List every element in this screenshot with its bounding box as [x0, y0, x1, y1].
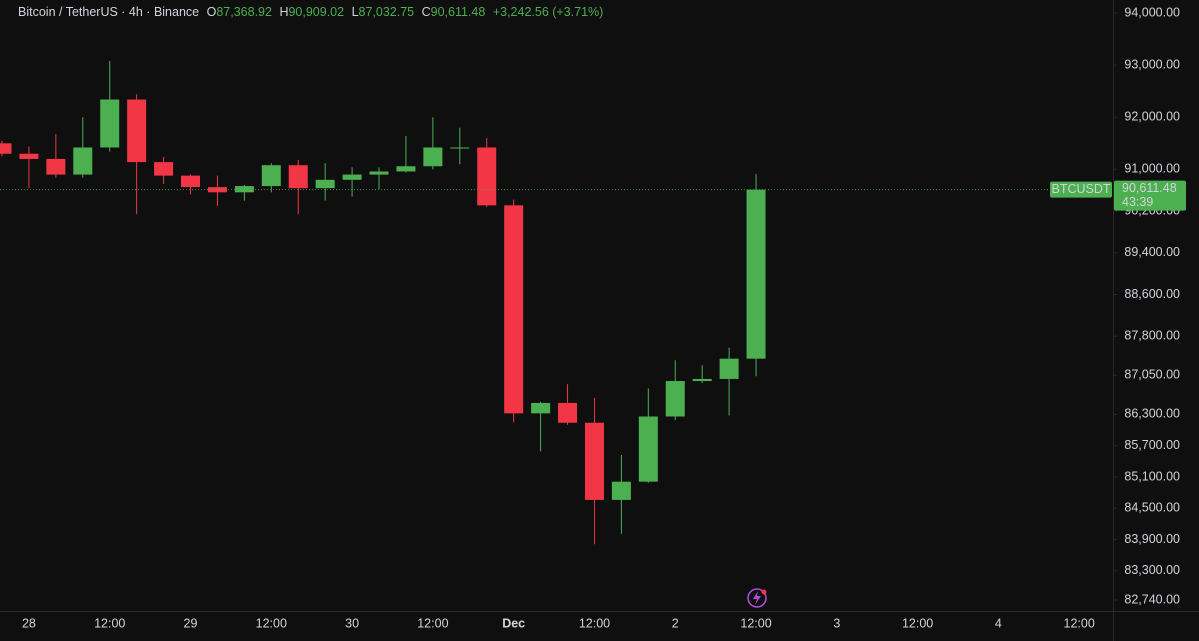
legend-label: H	[279, 5, 288, 19]
candle-body	[477, 147, 497, 206]
legend-change: +3,242.56 (+3.71%)	[493, 5, 604, 19]
x-tick-label: Dec	[502, 616, 525, 630]
symbol-tag-text: BTCUSDT	[1051, 182, 1110, 196]
lightning-icon[interactable]	[747, 588, 767, 608]
y-tick-label: 87,800.00	[1124, 329, 1180, 343]
candle-body	[531, 402, 551, 414]
y-tick-label: 84,500.00	[1124, 501, 1180, 515]
candle-body	[154, 162, 174, 176]
candle-body	[100, 99, 120, 148]
x-tick-label: 30	[345, 616, 359, 630]
candle-body	[181, 175, 201, 188]
y-tick-label: 85,100.00	[1124, 469, 1180, 483]
candle-body	[611, 481, 631, 500]
legend-value: 90,611.48	[431, 5, 486, 19]
x-tick-label: 12:00	[417, 616, 448, 630]
legend-label: O	[207, 5, 217, 19]
y-tick-label: 88,600.00	[1124, 287, 1180, 301]
y-tick-label: 83,300.00	[1124, 563, 1180, 577]
x-tick-label: 28	[22, 616, 36, 630]
candle-body	[423, 147, 443, 167]
candle-body	[288, 165, 308, 189]
candle-body	[558, 402, 578, 423]
candle-body	[692, 378, 712, 382]
candle-body	[342, 174, 362, 180]
y-tick-label: 92,000.00	[1124, 110, 1180, 124]
candle-body	[638, 416, 658, 482]
y-tick-label: 89,400.00	[1124, 245, 1180, 259]
legend-value: 87,032.75	[359, 5, 415, 19]
candle-body	[234, 186, 254, 193]
legend-value: 90,909.02	[288, 5, 344, 19]
candle-body	[665, 381, 685, 417]
price-tag-text: 90,611.48	[1122, 181, 1177, 195]
x-tick-label: 12:00	[256, 616, 287, 630]
y-tick-label: 94,000.00	[1124, 5, 1180, 19]
candle-body	[73, 147, 93, 175]
price-tag	[1114, 180, 1186, 211]
legend-label: L	[352, 5, 359, 19]
candle-body	[127, 99, 147, 163]
x-tick-label: 12:00	[1064, 616, 1095, 630]
legend-symbol: Bitcoin / TetherUS · 4h · Binance	[18, 5, 199, 19]
x-tick-label: 12:00	[902, 616, 933, 630]
y-tick-label: 91,000.00	[1124, 162, 1180, 176]
candle-body	[369, 171, 389, 175]
candle-body	[207, 187, 227, 193]
symbol-tag	[1050, 181, 1112, 198]
legend-label: C	[422, 5, 431, 19]
candle-body	[46, 158, 66, 175]
y-tick-label: 86,300.00	[1124, 407, 1180, 421]
candle-body	[0, 143, 12, 154]
x-tick-label: 12:00	[94, 616, 125, 630]
candle-body	[504, 205, 524, 414]
countdown-text: 43:39	[1122, 195, 1153, 209]
candle-body	[261, 165, 281, 187]
y-tick-label: 93,000.00	[1124, 57, 1180, 71]
y-tick-label: 83,900.00	[1124, 532, 1180, 546]
legend: Bitcoin / TetherUS · 4h · Binance O87,36…	[18, 5, 603, 19]
candle-body	[315, 179, 335, 189]
candle-body	[746, 189, 766, 359]
x-tick-label: 12:00	[579, 616, 610, 630]
x-tick-label: 2	[672, 616, 679, 630]
x-tick-label: 4	[995, 616, 1002, 630]
plot	[0, 60, 1113, 545]
y-tick-label: 82,740.00	[1124, 592, 1180, 606]
x-tick-label: 3	[833, 616, 840, 630]
candle-body	[719, 358, 739, 379]
y-tick-label: 87,050.00	[1124, 368, 1180, 382]
y-tick-label: 85,700.00	[1124, 438, 1180, 452]
x-tick-label: 12:00	[740, 616, 771, 630]
candle-body	[19, 153, 39, 159]
legend-value: 87,368.92	[216, 5, 272, 19]
candle-body	[396, 166, 416, 172]
candle-body	[450, 147, 470, 149]
candle-body	[584, 422, 604, 500]
x-tick-label: 29	[184, 616, 198, 630]
